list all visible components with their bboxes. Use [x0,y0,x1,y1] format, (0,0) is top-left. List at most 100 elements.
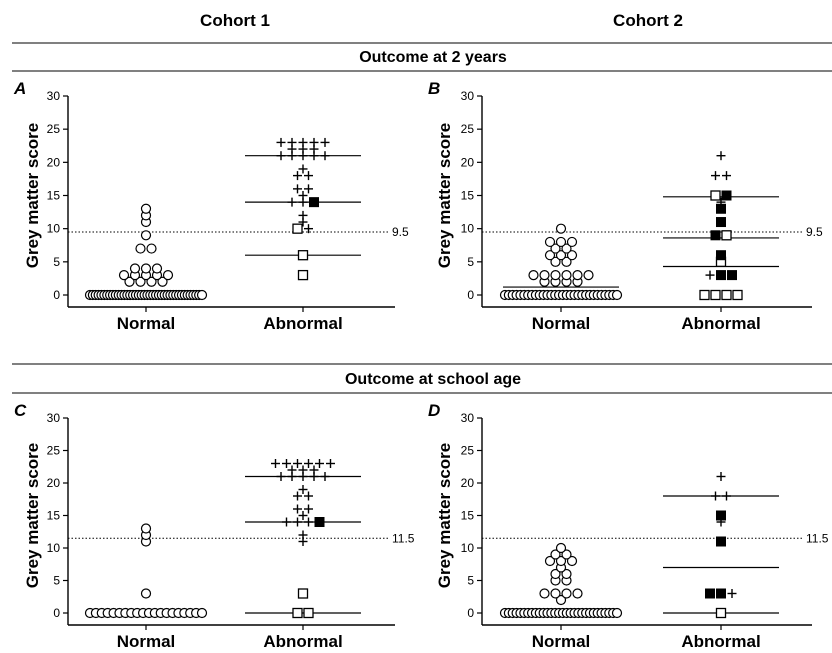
point-plus [304,171,313,181]
point-circle [561,270,572,281]
point-plus [276,472,286,481]
threshold-label-b: 9.5 [806,225,823,239]
y-tick-label-c: 30 [47,411,61,425]
point-square-filled [716,588,726,599]
point-plus [716,472,726,481]
point-circle [550,270,561,281]
panel-label-a: A [13,79,26,98]
point-square-open [297,250,309,261]
point-circle [555,236,567,248]
y-tick-label-c: 10 [47,541,61,555]
y-tick-label-d: 25 [461,444,475,458]
point-circle [196,607,208,619]
point-circle [196,289,208,301]
y-tick-label-b: 20 [461,155,475,169]
y-tick-label-d: 20 [461,476,475,490]
point-plus [298,191,308,200]
point-square-open [297,588,309,599]
y-tick-label-a: 10 [47,222,61,236]
point-square-open [297,269,309,281]
point-plus [309,465,319,475]
point-square-open [721,230,732,241]
x-category-label-d: Normal [532,632,591,651]
panel-c: C Grey matter score 0 5 10 15 20 25 30 Normal Abno… [14,401,415,651]
point-square-open [721,289,732,301]
point-plus [271,459,280,468]
point-plus [298,511,308,520]
point-square-filled [710,230,721,241]
point-circle [561,568,572,580]
point-square-filled [716,510,726,521]
point-plus [722,171,731,181]
x-category-label-c: Abnormal [263,632,342,651]
y-tick-label-c: 25 [47,444,61,458]
x-category-label-d: Abnormal [681,632,760,651]
y-tick-label-c: 0 [53,606,60,620]
point-plus [287,465,297,475]
point-plus [315,459,324,468]
threshold-label-c: 11.5 [392,531,415,545]
point-circle [566,250,578,261]
point-plus [298,465,308,475]
y-axis-label-a: Grey matter score [23,123,42,269]
point-circle [550,256,561,267]
row-title-2-years: Outcome at 2 years [359,49,507,66]
point-square-filled [716,536,726,547]
threshold-label-a: 9.5 [392,225,409,239]
point-circle [555,542,567,554]
point-circle [118,270,130,281]
y-axis-label-c: Grey matter score [23,443,42,589]
point-circle [544,250,556,261]
point-circle [583,270,594,281]
point-plus [711,491,720,501]
point-circle [572,588,583,599]
point-square-open [715,607,727,619]
point-square-open [303,607,314,619]
y-tick-label-b: 5 [467,255,474,269]
point-circle [572,270,583,281]
point-square-open [292,223,303,234]
y-tick-label-a: 25 [47,122,61,136]
point-plus [304,491,313,501]
point-plus [282,459,291,468]
point-circle [140,263,152,274]
y-tick-label-a: 5 [53,255,60,269]
panel-a: A Grey matter score 0 5 10 15 20 25 30 Normal Abno… [13,79,409,333]
point-plus [304,224,313,234]
point-plus [298,530,308,540]
threshold-label-d: 11.5 [806,531,829,545]
point-square-filled [716,270,726,281]
point-circle [140,230,152,241]
y-tick-label-b: 25 [461,122,475,136]
point-circle [544,555,556,567]
x-category-label-b: Abnormal [681,314,760,333]
point-square-filled [705,588,715,599]
point-plus [293,171,302,181]
point-circle [162,270,174,281]
point-plus [722,491,731,501]
point-square-open [292,607,303,619]
panel-d: D Grey matter score 0 5 10 15 20 25 30 Normal Abno… [428,401,829,651]
y-tick-label-d: 30 [461,411,475,425]
point-circle [157,276,168,287]
point-square-filled [309,197,319,208]
point-square-filled [716,250,726,261]
point-square-filled [716,217,726,228]
point-plus [326,459,335,468]
point-plus [309,137,319,147]
y-tick-label-c: 20 [47,476,61,490]
y-tick-label-a: 30 [47,89,61,103]
y-tick-label-d: 10 [461,541,475,555]
point-circle [555,223,567,234]
panel-label-b: B [428,79,440,98]
row-title-school-age: Outcome at school age [345,371,521,388]
point-circle [550,588,561,599]
point-circle [550,549,561,560]
point-circle [611,289,623,301]
point-square-filled [721,190,732,201]
point-circle [566,236,578,248]
point-plus [287,137,297,147]
y-tick-label-c: 15 [47,509,61,523]
point-plus [293,517,302,527]
point-plus [298,164,308,174]
